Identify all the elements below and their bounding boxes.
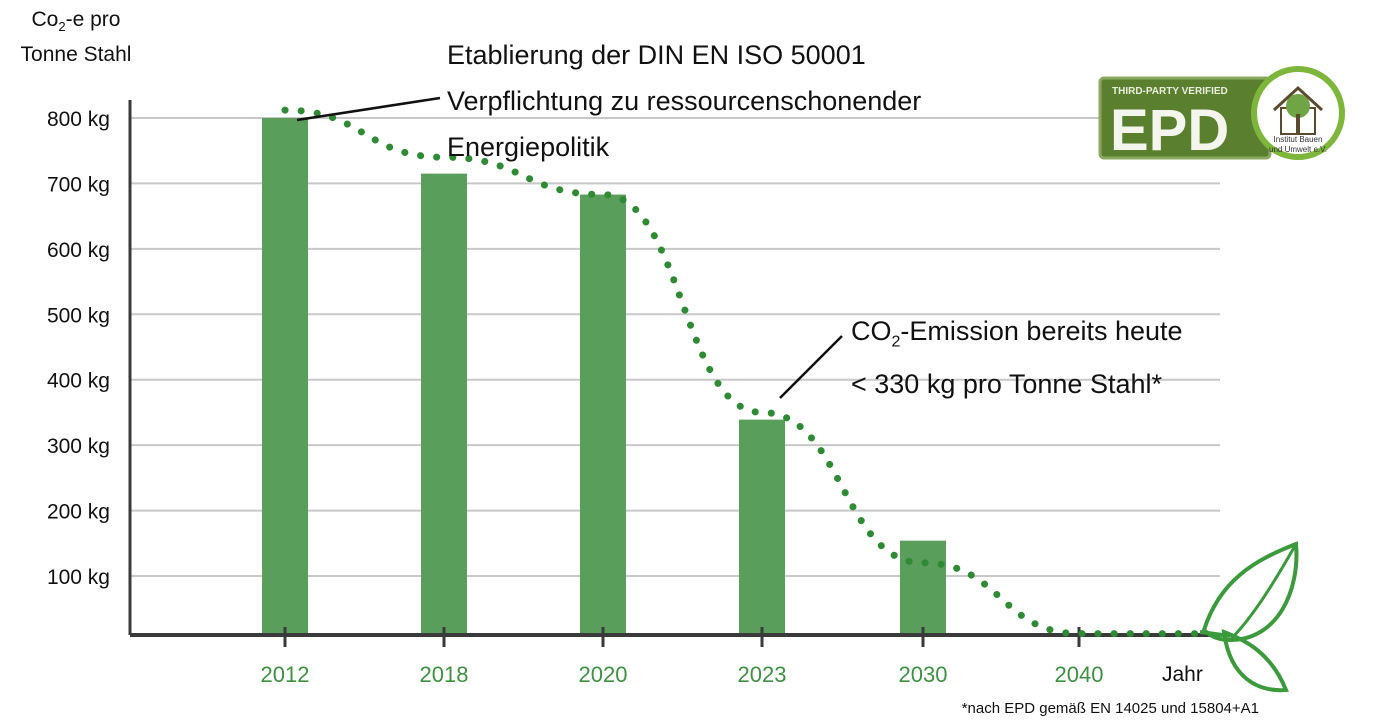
epd-org-line1: Institut Bauen xyxy=(1274,135,1323,144)
epd-logo: THIRD-PARTY VERIFIED EPD Institut Bauen … xyxy=(1098,66,1345,163)
y-axis-label-line2: Tonne Stahl xyxy=(20,43,132,67)
bar xyxy=(900,540,946,635)
y-axis-label: Co2-e pro Tonne Stahl xyxy=(6,6,146,69)
bar xyxy=(262,118,308,635)
y-tick-label: 100 kg xyxy=(47,566,110,589)
x-tick-label: 2018 xyxy=(420,662,469,687)
axes xyxy=(128,100,1220,647)
epd-badge-main: EPD xyxy=(1110,98,1229,163)
annotation-top-line1: Etablierung der DIN EN ISO 50001 xyxy=(447,40,866,70)
annotation-top-line2: Verpflichtung zu ressourcenschonender xyxy=(447,86,922,116)
house-tree-icon xyxy=(1272,85,1324,135)
y-axis-label-suffix: -e pro xyxy=(65,8,121,31)
footnote: *nach EPD gemäß EN 14025 und 15804+A1 xyxy=(961,700,1259,717)
y-axis-label-subscript: 2 xyxy=(58,19,66,35)
x-tick-label: 2023 xyxy=(738,662,787,687)
epd-org-line2: und Umwelt e.V. xyxy=(1269,145,1327,154)
x-tick-labels: 2012 2018 2020 2023 2030 2040 xyxy=(261,662,1104,687)
annotation-mid: CO2-Emission bereits heute < 330 kg pro … xyxy=(851,310,1183,405)
x-tick-label: 2030 xyxy=(899,662,948,687)
bar xyxy=(580,194,626,635)
y-tick-label: 800 kg xyxy=(47,108,110,131)
annotation-mid-subscript: 2 xyxy=(891,333,901,351)
trend-line-path xyxy=(281,106,1199,638)
y-tick-label: 500 kg xyxy=(47,304,110,327)
epd-badge-top: THIRD-PARTY VERIFIED xyxy=(1112,86,1228,97)
y-tick-label: 200 kg xyxy=(47,501,110,524)
x-tick-label: 2040 xyxy=(1055,662,1104,687)
trend-line xyxy=(281,106,1199,638)
y-tick-label: 400 kg xyxy=(47,370,110,393)
bar xyxy=(739,419,785,635)
annotation-pointer-mid xyxy=(779,335,843,399)
x-tick-label: 2020 xyxy=(579,662,628,687)
gridlines xyxy=(130,117,1220,577)
annotation-mid-prefix: CO xyxy=(851,316,892,346)
annotation-mid-line1: CO2-Emission bereits heute xyxy=(851,310,1183,363)
annotation-pointer-top xyxy=(296,96,441,122)
annotation-top: Etablierung der DIN EN ISO 50001 Verpfli… xyxy=(447,32,921,170)
bar xyxy=(421,173,467,635)
y-tick-labels: 100 kg 200 kg 300 kg 400 kg 500 kg 600 kg 700 … xyxy=(47,108,110,589)
y-tick-label: 700 kg xyxy=(47,173,110,196)
annotation-mid-suffix: -Emission bereits heute xyxy=(900,316,1183,346)
y-axis-label-prefix: Co xyxy=(31,8,59,31)
leaf-icon xyxy=(1199,541,1299,693)
x-axis-label: Jahr xyxy=(1162,663,1203,686)
bars xyxy=(262,118,946,635)
annotation-mid-line2: < 330 kg pro Tonne Stahl* xyxy=(851,369,1162,400)
y-tick-label: 600 kg xyxy=(47,239,110,262)
y-tick-label: 300 kg xyxy=(47,435,110,458)
x-tick-label: 2012 xyxy=(261,662,310,687)
annotation-top-line3: Energiepolitik xyxy=(447,132,610,162)
